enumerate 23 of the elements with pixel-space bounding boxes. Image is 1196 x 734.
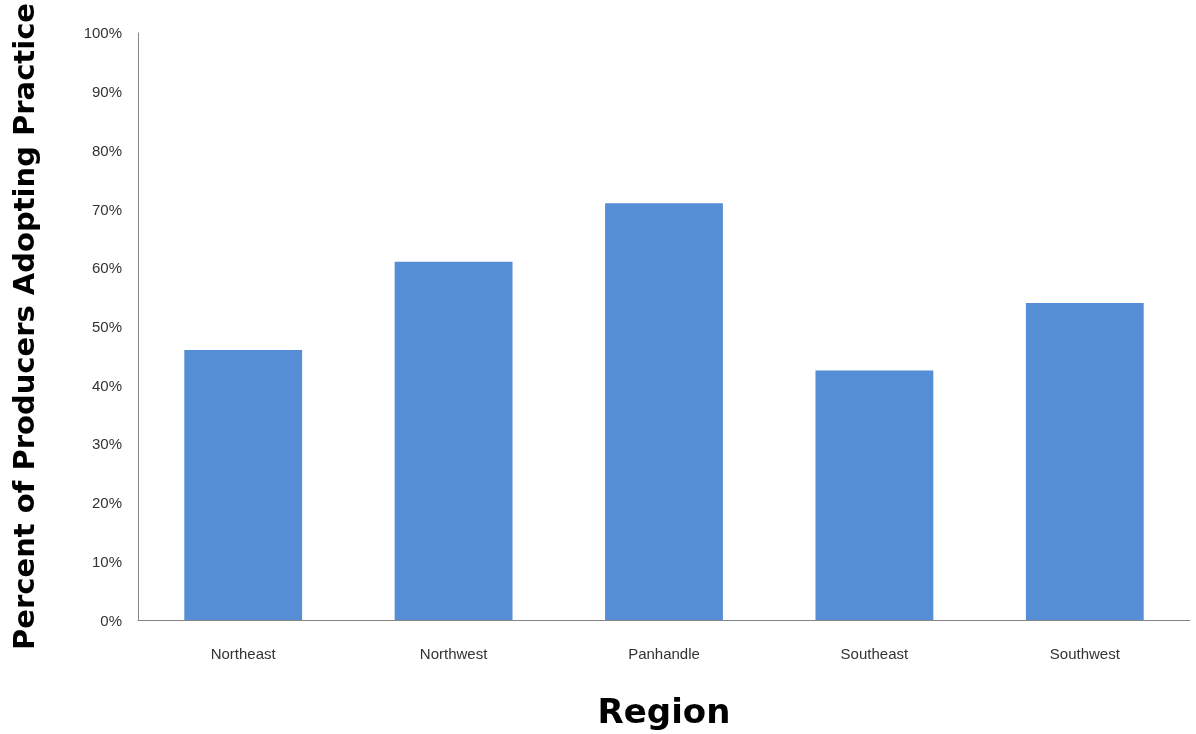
y-tick-label: 30% bbox=[91, 435, 122, 453]
bar bbox=[394, 261, 513, 620]
y-tick-label: 0% bbox=[100, 611, 122, 629]
y-tick-label: 50% bbox=[91, 317, 122, 335]
y-tick-label: 90% bbox=[91, 83, 122, 101]
y-tick-label: 100% bbox=[83, 24, 122, 42]
x-tick-label: Panhandle bbox=[628, 645, 700, 662]
y-tick-label: 20% bbox=[91, 494, 122, 512]
y-tick-label: 80% bbox=[91, 141, 122, 159]
y-axis-title: Percent of Producers Adopting Practice bbox=[6, 2, 41, 650]
y-tick-label: 60% bbox=[91, 259, 122, 277]
bar bbox=[1025, 302, 1144, 620]
x-tick-label: Northeast bbox=[210, 645, 277, 662]
x-tick-label: Northwest bbox=[419, 645, 489, 662]
x-tick-label: Southeast bbox=[840, 645, 909, 662]
bar bbox=[184, 349, 303, 620]
y-tick-label: 70% bbox=[91, 200, 122, 218]
y-tick-label: 10% bbox=[91, 552, 122, 570]
bar bbox=[605, 203, 723, 620]
x-tick-label: Southwest bbox=[1049, 645, 1121, 662]
y-tick-label: 40% bbox=[91, 376, 122, 394]
x-axis-title: Region bbox=[597, 691, 731, 731]
bar bbox=[815, 370, 934, 620]
